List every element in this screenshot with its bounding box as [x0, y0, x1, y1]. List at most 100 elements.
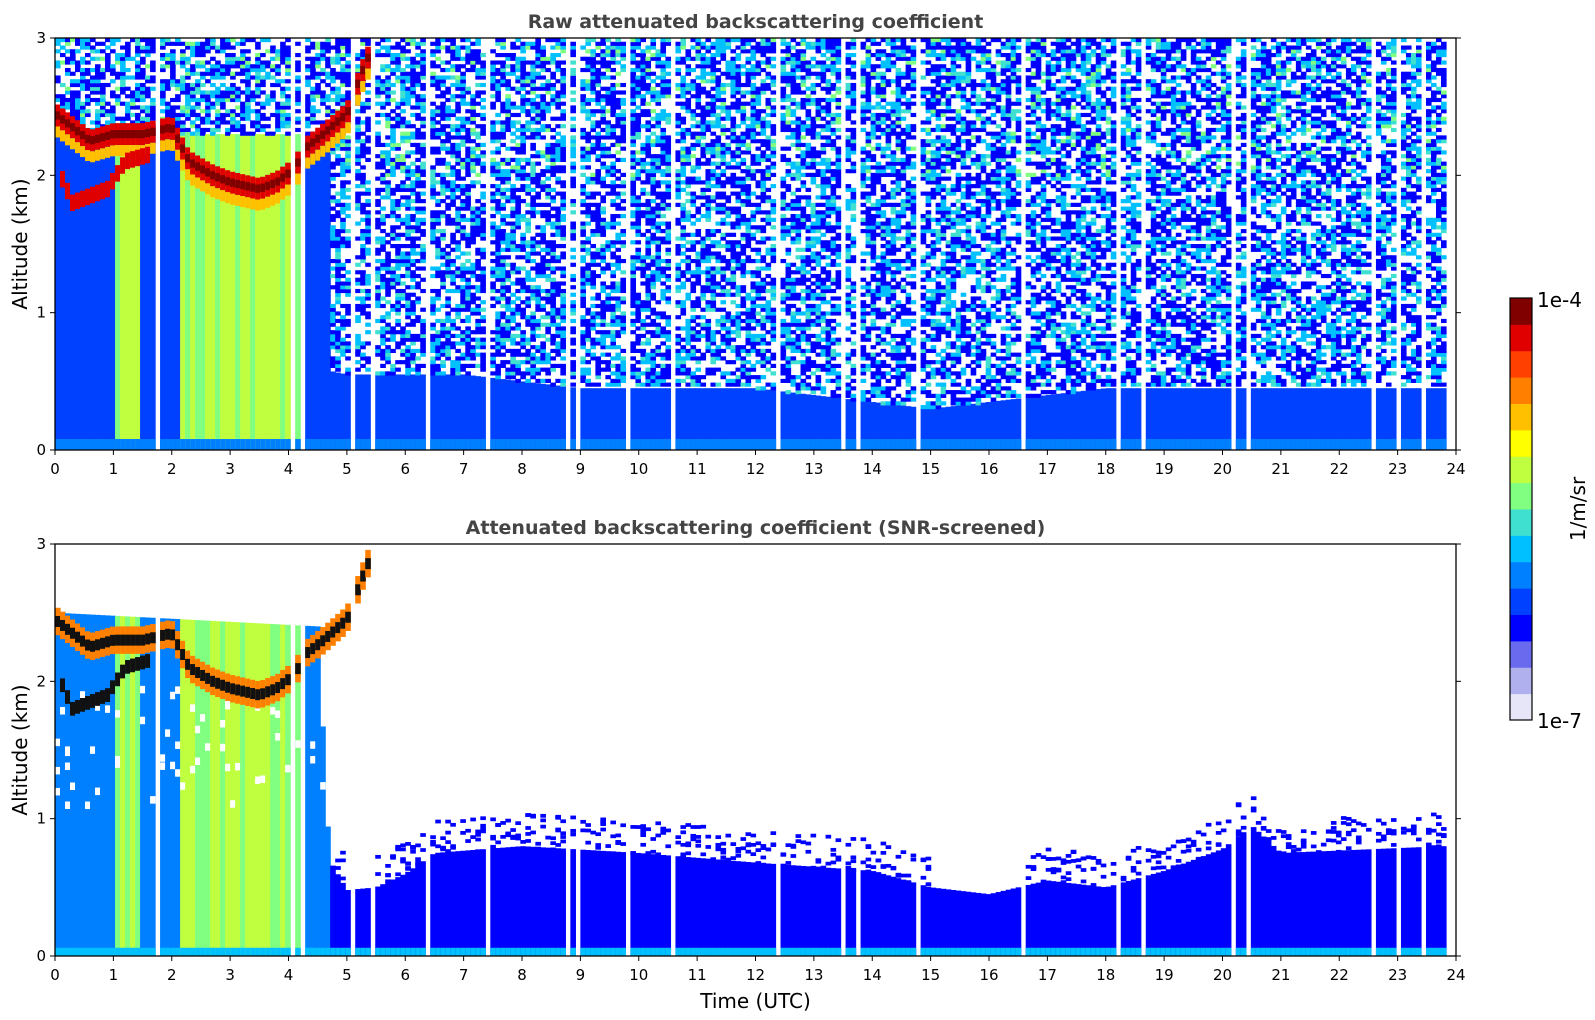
heatmap-cell	[135, 94, 141, 99]
heatmap-cell	[585, 210, 591, 215]
heatmap-cell	[570, 300, 576, 305]
heatmap-cell	[640, 322, 647, 327]
heatmap-cell	[395, 60, 401, 65]
heatmap-cell	[360, 109, 366, 114]
heatmap-cell	[660, 116, 667, 121]
heatmap-cell	[655, 112, 662, 118]
heatmap-cell	[660, 67, 667, 73]
cloud-cell	[245, 182, 251, 191]
heatmap-cell	[470, 300, 476, 305]
heatmap-cell	[520, 169, 526, 174]
heatmap-cell	[590, 49, 596, 54]
heatmap-cell	[395, 199, 401, 204]
heatmap-cell	[375, 439, 381, 450]
cloud-cell	[230, 178, 236, 187]
heatmap-cell	[645, 322, 652, 327]
heatmap-cell	[685, 367, 692, 372]
heatmap-cell	[655, 363, 662, 368]
heatmap-cell	[345, 258, 351, 264]
heatmap-cell	[405, 322, 411, 327]
heatmap-cell	[415, 195, 421, 200]
heatmap-cell	[430, 210, 436, 215]
heatmap-cell	[330, 195, 336, 200]
heatmap-cell	[185, 56, 191, 61]
heatmap-cell	[505, 240, 511, 245]
heatmap-cell	[610, 255, 616, 260]
heatmap-cell	[355, 303, 361, 309]
heatmap-cell	[465, 184, 471, 189]
heatmap-cell	[330, 97, 336, 103]
heatmap-cell	[490, 377, 496, 450]
heatmap-cell	[545, 439, 551, 450]
heatmap-cell	[405, 345, 411, 350]
heatmap-cell	[650, 311, 657, 316]
heatmap-cell	[400, 221, 406, 226]
heatmap-cell	[495, 199, 501, 204]
heatmap-cell	[365, 41, 371, 46]
heatmap-cell	[215, 97, 221, 103]
heatmap-cell	[405, 184, 411, 189]
heatmap-cell	[460, 277, 466, 282]
heatmap-cell	[280, 134, 286, 450]
heatmap-cell	[240, 60, 246, 65]
heatmap-cell	[595, 210, 601, 215]
heatmap-cell	[555, 217, 561, 222]
heatmap-cell	[530, 169, 536, 174]
heatmap-cell	[480, 131, 486, 136]
heatmap-cell	[550, 187, 556, 192]
cloud-cell	[90, 186, 96, 204]
heatmap-cell	[560, 94, 566, 99]
heatmap-cell	[585, 333, 591, 339]
cloud-cell	[260, 198, 266, 210]
heatmap-cell	[445, 311, 451, 316]
heatmap-cell	[650, 270, 657, 275]
heatmap-cell	[680, 116, 687, 121]
heatmap-cell	[335, 266, 341, 271]
heatmap-cell	[475, 154, 481, 159]
heatmap-cell	[140, 97, 146, 103]
heatmap-cell	[685, 352, 692, 357]
heatmap-cell	[550, 251, 556, 256]
heatmap-cell	[125, 45, 131, 50]
heatmap-cell	[220, 116, 226, 121]
heatmap-cell	[640, 71, 647, 76]
heatmap-cell	[375, 112, 381, 118]
heatmap-cell	[680, 388, 687, 450]
heatmap-cell	[395, 120, 401, 125]
heatmap-cell	[415, 131, 421, 136]
heatmap-cell	[390, 142, 396, 148]
heatmap-cell	[570, 139, 576, 144]
heatmap-cell	[100, 56, 106, 61]
heatmap-cell	[340, 348, 346, 354]
heatmap-cell	[530, 64, 536, 69]
heatmap-cell	[550, 240, 556, 245]
heatmap-cell	[345, 135, 351, 140]
heatmap-cell	[380, 52, 386, 58]
heatmap-cell	[585, 97, 591, 103]
heatmap-cell	[60, 52, 66, 58]
heatmap-cell	[140, 49, 146, 54]
heatmap-cell	[130, 112, 136, 118]
heatmap-cell	[645, 101, 652, 106]
heatmap-cell	[520, 315, 526, 320]
heatmap-cell	[390, 165, 396, 170]
heatmap-cell	[465, 90, 471, 95]
heatmap-cell	[505, 318, 511, 324]
heatmap-cell	[435, 64, 441, 69]
heatmap-cell	[380, 172, 386, 177]
heatmap-cell	[305, 124, 311, 129]
heatmap-cell	[410, 94, 416, 99]
heatmap-cell	[610, 45, 616, 50]
heatmap-cell	[595, 341, 601, 346]
heatmap-cell	[650, 214, 657, 219]
heatmap-cell	[230, 82, 236, 88]
heatmap-cell	[480, 356, 486, 361]
heatmap-cell	[500, 195, 506, 200]
heatmap-cell	[400, 157, 406, 162]
heatmap-cell	[145, 41, 151, 46]
heatmap-cell	[255, 67, 261, 73]
heatmap-cell	[450, 288, 456, 294]
heatmap-cell	[645, 172, 652, 177]
heatmap-cell	[305, 45, 311, 50]
heatmap-cell	[200, 116, 206, 121]
